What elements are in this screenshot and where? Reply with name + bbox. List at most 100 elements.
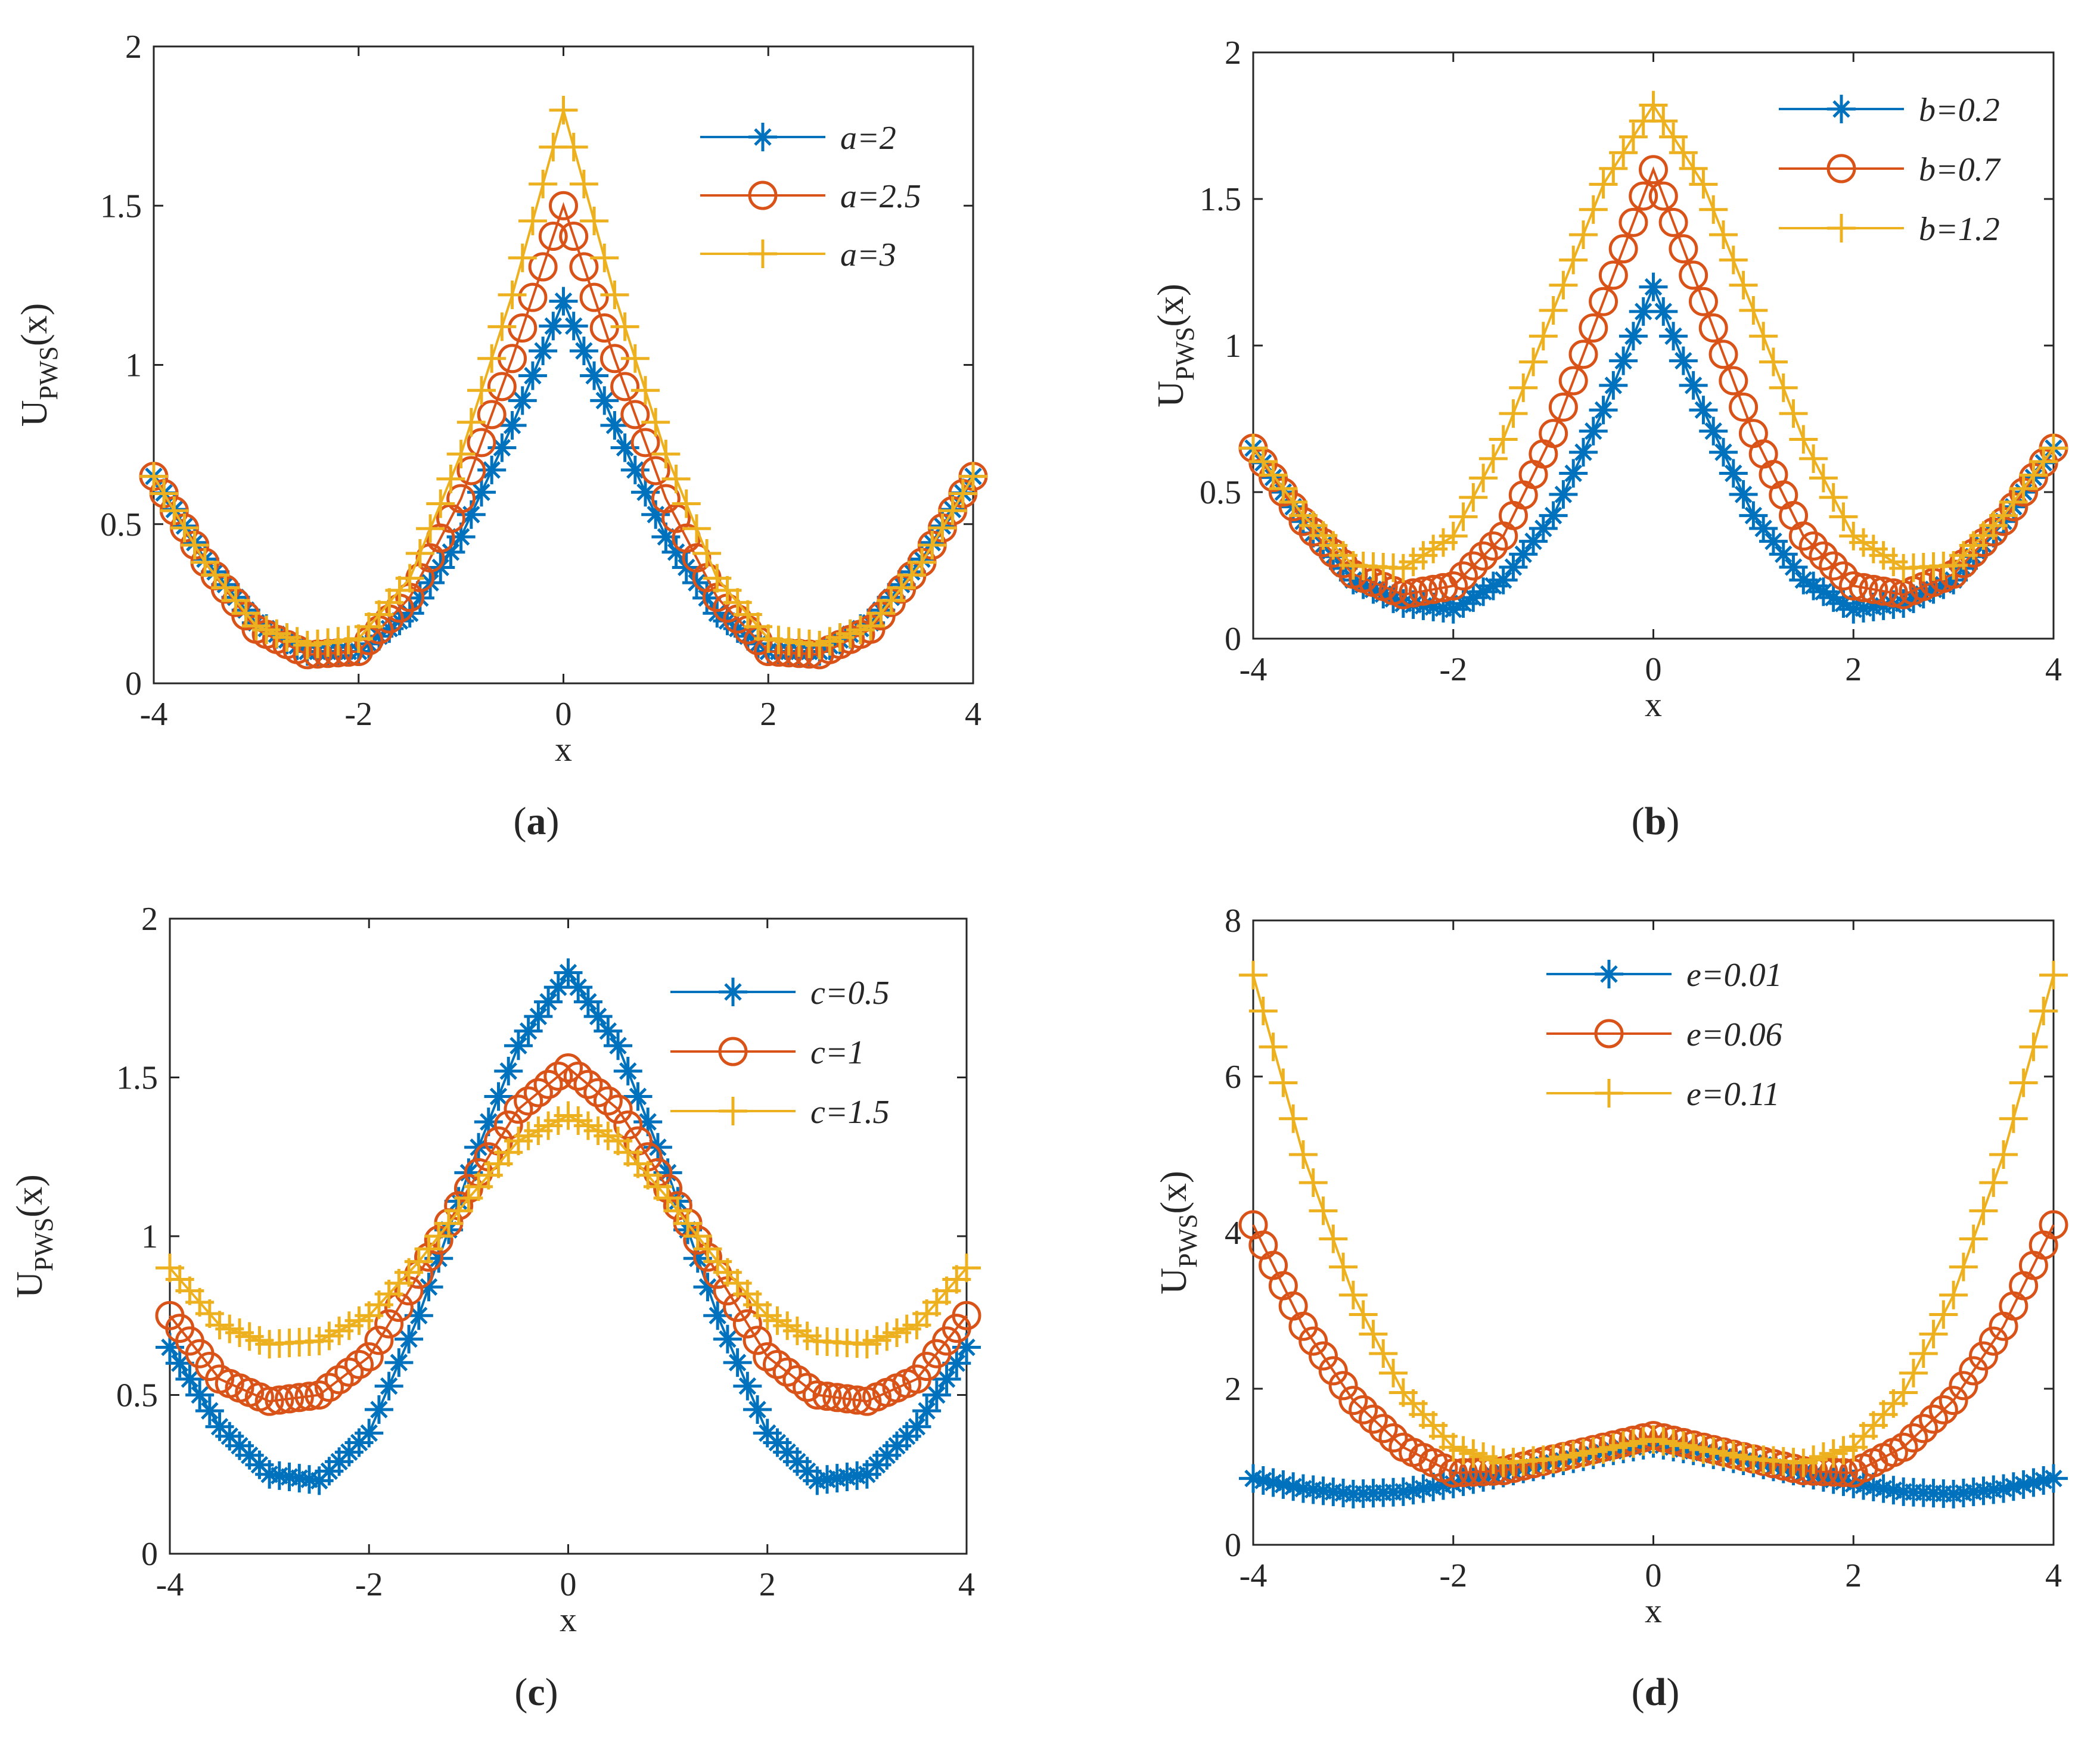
data-point: [1338, 1386, 1368, 1416]
data-point: [1589, 170, 1618, 199]
data-point: [2019, 1032, 2048, 1062]
y-tick-label: 1: [141, 1218, 158, 1255]
data-point: [175, 1364, 204, 1393]
data-point: [1819, 483, 1848, 512]
data-point: [692, 583, 722, 612]
data-point: [1579, 195, 1608, 224]
data-point: [1639, 91, 1668, 120]
data-point: [514, 1016, 543, 1046]
x-tick-label: -4: [156, 1566, 184, 1603]
data-point: [364, 1326, 394, 1355]
data-point: [498, 411, 527, 440]
data-point: [1629, 181, 1658, 211]
data-point: [1548, 392, 1578, 422]
chart-c: -4 -2 0 2 4 0 0.5 1 1.5 2 x UPWS(x) c=0.5 c=1 c=1.5 (c): [10, 901, 981, 1714]
data-point: [942, 1349, 971, 1378]
data-point: [484, 1082, 513, 1111]
data-point: [772, 1357, 802, 1387]
data-point: [641, 456, 670, 486]
data-point: [559, 222, 589, 251]
data-point: [539, 312, 568, 341]
legend-marker: [718, 1037, 748, 1066]
data-point: [374, 1309, 404, 1339]
data-point: [1439, 595, 1468, 624]
data-point: [355, 1419, 384, 1448]
legend-label: b=0.7: [1919, 151, 2001, 188]
data-point: [1909, 580, 1938, 609]
data-point: [1919, 1404, 1949, 1434]
data-point: [1449, 561, 1478, 591]
data-point: [603, 1094, 633, 1124]
data-point: [2039, 1210, 2068, 1240]
x-axis-label: x: [1645, 1591, 1662, 1630]
data-point: [1658, 207, 1688, 237]
data-point: [375, 614, 404, 643]
y-tick-label: 0: [125, 665, 142, 702]
data-point: [928, 514, 957, 543]
data-point: [593, 1086, 623, 1116]
data-point: [1759, 527, 1788, 556]
data-point: [842, 1385, 872, 1415]
data-point: [1799, 571, 1828, 601]
data-point: [1399, 1476, 1428, 1505]
data-point: [733, 621, 762, 651]
data-point: [732, 1309, 762, 1339]
x-tick-label: 4: [2045, 651, 2062, 688]
data-point: [1899, 1423, 1928, 1453]
data-point: [534, 987, 563, 1016]
data-point: [394, 1324, 424, 1354]
chart-d: -4 -2 0 2 4 0 2 4 6 8 x UPWS(x) e=0.01 e=0.06 e=0.11 (d…: [1154, 903, 2068, 1714]
data-point: [1279, 1472, 1308, 1501]
data-point: [682, 568, 711, 598]
data-point: [426, 489, 455, 518]
data-point: [852, 1460, 881, 1489]
data-point: [1679, 371, 1708, 400]
series-3: [156, 1101, 981, 1359]
x-tick-label: -2: [1439, 1557, 1467, 1594]
data-point: [1899, 584, 1928, 614]
data-point: [1619, 322, 1648, 351]
data-point: [477, 455, 507, 484]
data-point: [1369, 1339, 1398, 1368]
series-line: [153, 202, 974, 656]
data-point: [235, 1441, 264, 1470]
legend-label: c=1: [810, 1034, 865, 1071]
data-point: [1719, 366, 1748, 396]
data-point: [1698, 313, 1728, 343]
data-point: [1729, 392, 1759, 422]
data-point: [610, 372, 640, 402]
data-point: [569, 336, 598, 365]
data-point: [1549, 480, 1578, 509]
y-axis-label: UPWS(x): [14, 303, 63, 427]
data-point: [2009, 1470, 2038, 1499]
data-point: [487, 433, 517, 462]
data-point: [1288, 1311, 1318, 1341]
data-point: [543, 1061, 573, 1091]
data-point: [1749, 322, 1778, 351]
data-point: [1879, 1476, 1908, 1505]
data-point: [620, 400, 650, 430]
data-point: [862, 1450, 891, 1479]
data-point: [1838, 571, 1868, 601]
y-tick-label: 6: [1225, 1059, 1241, 1096]
data-point: [549, 287, 578, 316]
legend-label: c=1.5: [810, 1094, 890, 1131]
data-point: [404, 1301, 433, 1330]
data-point: [543, 973, 573, 1002]
data-point: [1259, 1468, 1288, 1497]
panel-caption: (d): [1632, 1671, 1680, 1714]
data-point: [1989, 1140, 2018, 1169]
panel-caption: (a): [514, 800, 560, 843]
data-point: [416, 568, 445, 598]
data-point: [436, 464, 465, 493]
data-point: [1269, 1068, 1298, 1097]
data-point: [1779, 552, 1808, 581]
data-point: [1789, 565, 1818, 595]
data-point: [354, 1342, 384, 1372]
data-point: [1839, 1469, 1868, 1498]
data-point: [1888, 1432, 1918, 1462]
data-point: [395, 564, 424, 593]
data-point: [1789, 425, 1818, 454]
data-point: [1609, 138, 1638, 167]
data-point: [456, 500, 486, 529]
